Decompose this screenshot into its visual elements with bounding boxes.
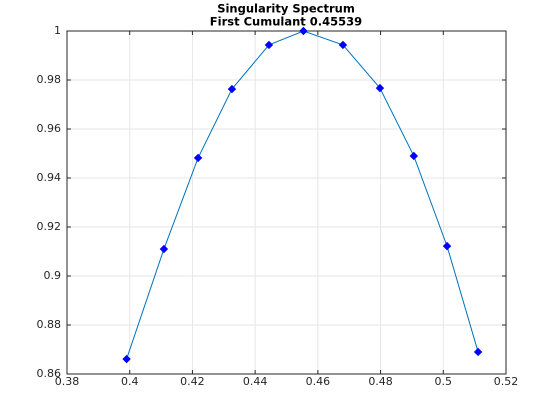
x-tick-label: 0.46: [306, 375, 331, 388]
x-tick-label: 0.44: [243, 375, 268, 388]
y-tick-label: 0.94: [37, 171, 62, 184]
x-tick-label: 0.5: [435, 375, 453, 388]
y-tick-label: 0.88: [37, 318, 62, 331]
axes-background: [67, 31, 506, 374]
x-tick-label: 0.38: [55, 375, 80, 388]
data-marker: [122, 354, 131, 364]
data-marker: [473, 347, 483, 357]
chart-subtitle: First Cumulant 0.45539: [210, 15, 362, 29]
data-marker: [193, 153, 203, 163]
data-marker: [159, 244, 169, 254]
data-marker: [227, 84, 237, 94]
y-tick-label: 0.96: [37, 122, 62, 135]
y-tick-label: 0.92: [37, 220, 62, 233]
x-tick-label: 0.52: [494, 375, 519, 388]
data-marker: [442, 241, 452, 251]
x-tick-label: 0.48: [368, 375, 393, 388]
chart-title: Singularity Spectrum: [217, 2, 355, 16]
y-tick-label: 1: [54, 24, 61, 37]
axes-box: [66, 30, 507, 375]
y-tick-label: 0.9: [44, 269, 62, 282]
data-marker: [375, 83, 385, 93]
x-tick-label: 0.42: [180, 375, 205, 388]
data-marker: [264, 40, 274, 50]
x-tick-label: 0.4: [121, 375, 139, 388]
data-marker: [299, 26, 308, 36]
data-marker: [409, 151, 419, 161]
y-tick-label: 0.86: [37, 367, 62, 380]
data-marker: [338, 40, 348, 50]
y-tick-label: 0.98: [37, 73, 62, 86]
